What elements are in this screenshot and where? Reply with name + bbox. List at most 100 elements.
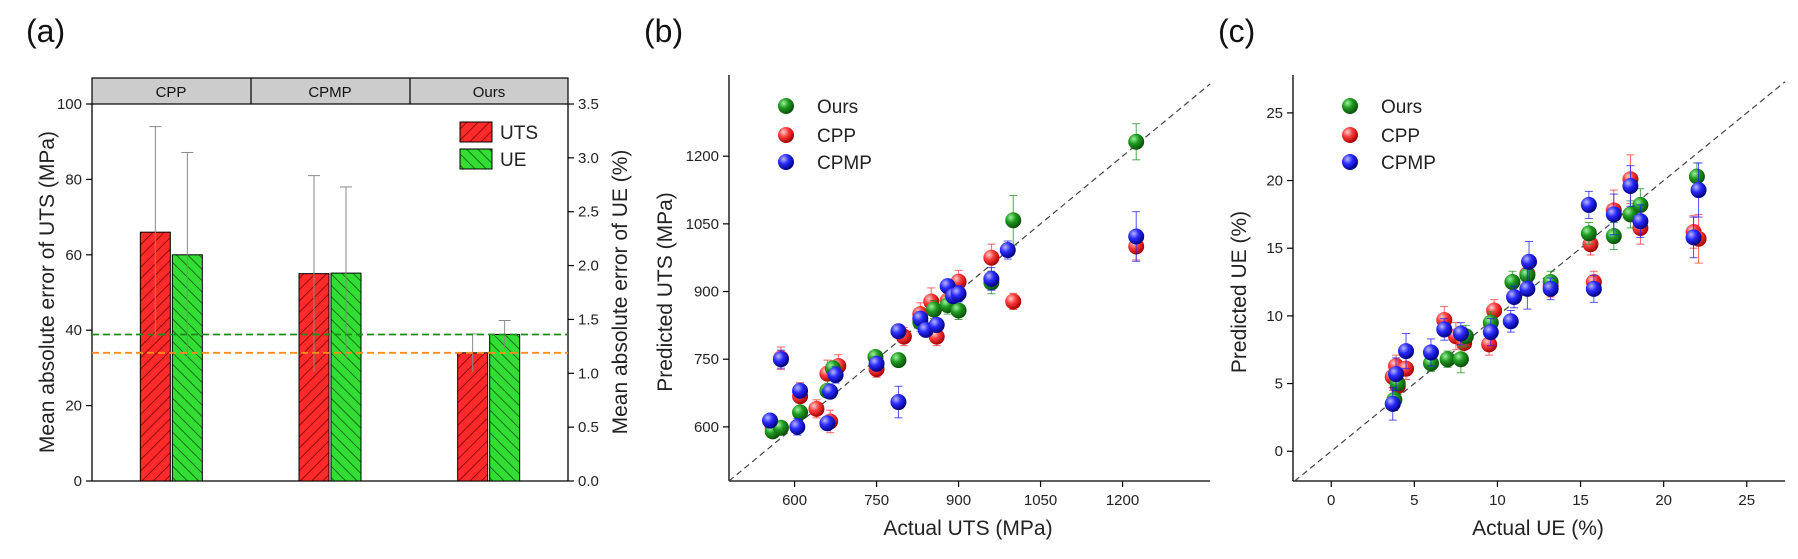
point-cpmp bbox=[1585, 280, 1602, 297]
x-tick-label: 1200 bbox=[1106, 492, 1139, 509]
x-tick-label: 0 bbox=[1327, 492, 1335, 509]
y-tick-label: 1200 bbox=[686, 148, 719, 165]
legend-b-marker-cpp bbox=[778, 127, 794, 143]
right-tick-label: 2.5 bbox=[578, 204, 599, 221]
point-ours bbox=[1005, 212, 1022, 229]
legend-label-ue: UE bbox=[500, 150, 526, 171]
panel-c-y-title: Predicted UE (%) bbox=[1228, 211, 1251, 373]
point-cpmp bbox=[827, 366, 844, 383]
right-tick-label: 0.0 bbox=[578, 473, 599, 490]
point-cpmp bbox=[789, 418, 806, 435]
panel-c-points bbox=[1384, 154, 1707, 421]
legend-swatch-ue bbox=[459, 148, 493, 170]
y-tick-label: 1050 bbox=[686, 216, 719, 233]
legend-c-label-cpmp: CPMP bbox=[1381, 153, 1436, 174]
legend-b-marker-ours bbox=[778, 98, 794, 114]
point-ours bbox=[890, 352, 907, 369]
panel-c-ticks: 0 5 10 15 20 25 0 5 10 15 20 25 bbox=[1266, 105, 1755, 509]
left-ticks-group: 0 20 40 60 80 100 bbox=[57, 96, 92, 490]
point-cpp bbox=[1005, 293, 1022, 310]
point-cpp bbox=[983, 249, 1000, 266]
point-ours bbox=[1688, 168, 1705, 185]
legend-b-label-cpmp: CPMP bbox=[817, 153, 872, 174]
y-tick-label: 750 bbox=[694, 351, 719, 368]
point-ours bbox=[1128, 133, 1145, 150]
y-axis-title-left: Mean absolute error of UTS (MPa) bbox=[36, 131, 59, 453]
panel-b-points bbox=[761, 123, 1145, 440]
legend-c-label-cpp: CPP bbox=[1381, 126, 1420, 147]
point-cpp bbox=[1486, 302, 1503, 319]
right-tick-label: 3.0 bbox=[578, 150, 599, 167]
x-tick-label: 600 bbox=[782, 492, 807, 509]
legend-c-marker-ours bbox=[1342, 98, 1358, 114]
legend-swatch-uts bbox=[459, 121, 493, 143]
left-tick-label: 20 bbox=[65, 398, 82, 415]
point-ours bbox=[792, 404, 809, 421]
panel-a-label: (a) bbox=[26, 13, 65, 49]
legend-c-label-ours: Ours bbox=[1381, 97, 1422, 118]
point-cpmp bbox=[1436, 321, 1453, 338]
point-ours bbox=[1605, 228, 1622, 245]
bar-ue-ours bbox=[489, 334, 521, 482]
legend-c: Ours CPP CPMP bbox=[1342, 97, 1436, 174]
point-cpp bbox=[808, 400, 825, 417]
point-ours bbox=[1439, 351, 1456, 368]
bars-group bbox=[139, 126, 521, 482]
legend-b-label-cpp: CPP bbox=[817, 126, 856, 147]
panel-c-scatter: (c) 0 5 10 15 20 25 0 5 10 15 20 25 Actual UE (%) P… bbox=[1218, 13, 1786, 540]
panel-c-identity-line bbox=[1294, 81, 1786, 482]
legend-b-label-ours: Ours bbox=[817, 97, 858, 118]
right-tick-label: 3.5 bbox=[578, 96, 599, 113]
point-cpmp bbox=[772, 351, 789, 368]
point-cpmp bbox=[1690, 182, 1707, 199]
point-cpmp bbox=[1128, 228, 1145, 245]
point-cpmp bbox=[950, 285, 967, 302]
y-tick-label: 5 bbox=[1275, 376, 1283, 393]
x-tick-label: 5 bbox=[1410, 492, 1418, 509]
point-cpmp bbox=[1685, 229, 1702, 246]
panel-b-scatter: (b) 600 750 900 1050 1200 600 750 900 1050 1200 A… bbox=[644, 13, 1211, 540]
point-cpmp bbox=[1388, 366, 1405, 383]
right-tick-label: 0.5 bbox=[578, 419, 599, 436]
point-cpp bbox=[1481, 336, 1498, 353]
legend-a: UTS UE bbox=[459, 121, 538, 171]
panel-c-x-title: Actual UE (%) bbox=[1472, 517, 1604, 540]
legend-c-marker-cpp bbox=[1342, 127, 1358, 143]
panel-a-bar-chart: (a) CPP CPMP Ours 0 20 40 60 80 100 0.0 0.5 1.0… bbox=[26, 13, 632, 490]
bar-uts-ours bbox=[457, 352, 489, 482]
point-cpmp bbox=[868, 355, 885, 372]
point-ours bbox=[925, 301, 942, 318]
point-cpmp bbox=[1398, 343, 1415, 360]
identity-line bbox=[728, 83, 1211, 482]
legend-b-marker-cpmp bbox=[778, 154, 794, 170]
point-cpmp bbox=[761, 412, 778, 429]
legend-c-marker-cpmp bbox=[1342, 154, 1358, 170]
point-cpmp bbox=[1482, 324, 1499, 341]
y-tick-label: 25 bbox=[1266, 105, 1283, 122]
x-tick-label: 15 bbox=[1572, 492, 1589, 509]
panel-b-y-title: Predicted UTS (MPa) bbox=[654, 192, 677, 392]
left-tick-label: 100 bbox=[57, 96, 82, 113]
group-label-ours: Ours bbox=[473, 84, 506, 101]
point-cpmp bbox=[1384, 395, 1401, 412]
point-cpmp bbox=[1506, 288, 1523, 305]
point-cpmp bbox=[1502, 313, 1519, 330]
y-tick-label: 600 bbox=[694, 419, 719, 436]
x-tick-label: 1050 bbox=[1024, 492, 1057, 509]
y-tick-label: 15 bbox=[1266, 240, 1283, 257]
point-cpmp bbox=[1452, 325, 1469, 342]
point-cpmp bbox=[999, 242, 1016, 259]
point-cpmp bbox=[928, 316, 945, 333]
left-tick-label: 40 bbox=[65, 322, 82, 339]
y-tick-label: 900 bbox=[694, 284, 719, 301]
identity-line bbox=[1294, 81, 1786, 482]
group-header-band: CPP CPMP Ours bbox=[91, 77, 569, 105]
legend-label-uts: UTS bbox=[500, 123, 538, 144]
y-axis-title-right: Mean absolute error of UE (%) bbox=[609, 150, 632, 435]
group-label-cpp: CPP bbox=[156, 84, 187, 101]
legend-b: Ours CPP CPMP bbox=[778, 97, 872, 174]
left-tick-label: 60 bbox=[65, 247, 82, 264]
point-cpmp bbox=[1605, 206, 1622, 223]
point-cpmp bbox=[1632, 213, 1649, 230]
group-label-cpmp: CPMP bbox=[308, 84, 351, 101]
